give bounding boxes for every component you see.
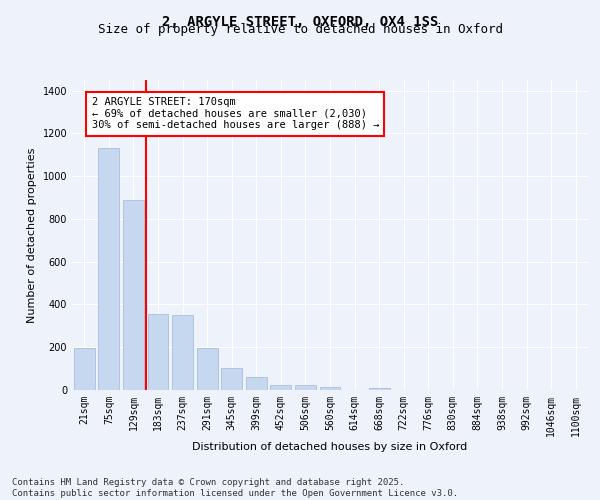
Bar [221, 368, 242, 390]
Bar [123, 200, 144, 390]
Text: 2 ARGYLE STREET: 170sqm
← 69% of detached houses are smaller (2,030)
30% of semi: 2 ARGYLE STREET: 170sqm ← 69% of detache… [92, 97, 379, 130]
Text: Size of property relative to detached houses in Oxford: Size of property relative to detached ho… [97, 22, 503, 36]
X-axis label: Distribution of detached houses by size in Oxford: Distribution of detached houses by size … [193, 442, 467, 452]
Y-axis label: Number of detached properties: Number of detached properties [27, 148, 37, 322]
Text: Contains HM Land Registry data © Crown copyright and database right 2025.
Contai: Contains HM Land Registry data © Crown c… [12, 478, 458, 498]
Bar [320, 387, 340, 390]
Bar [98, 148, 119, 390]
Text: 2, ARGYLE STREET, OXFORD, OX4 1SS: 2, ARGYLE STREET, OXFORD, OX4 1SS [162, 15, 438, 29]
Bar [197, 348, 218, 390]
Bar [246, 376, 267, 390]
Bar [172, 315, 193, 390]
Bar [74, 348, 95, 390]
Bar [368, 388, 389, 390]
Bar [148, 314, 169, 390]
Bar [271, 384, 292, 390]
Bar [295, 386, 316, 390]
